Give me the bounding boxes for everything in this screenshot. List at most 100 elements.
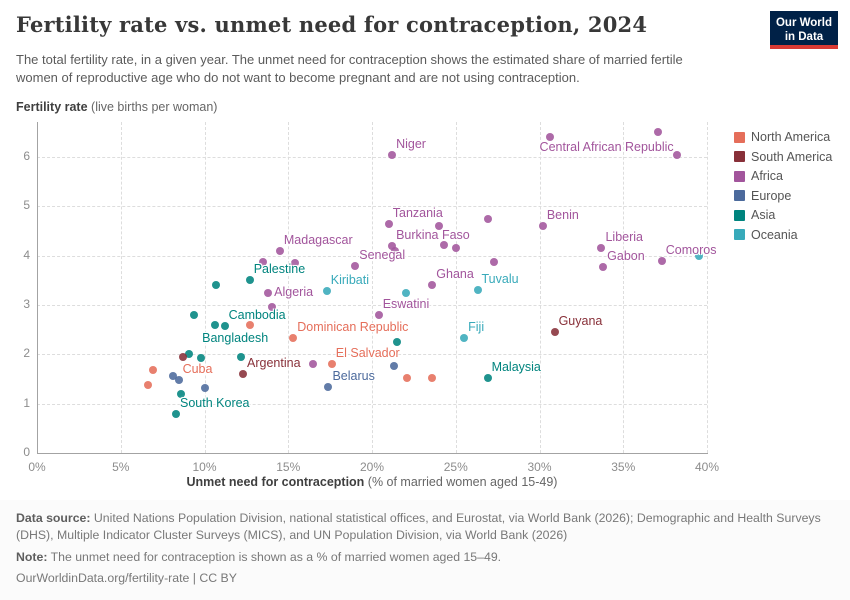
y-tick-label: 5: [23, 198, 30, 213]
owid-logo[interactable]: Our World in Data: [770, 11, 838, 49]
legend-item-africa[interactable]: Africa: [734, 168, 783, 184]
data-point[interactable]: [654, 128, 663, 137]
point-label[interactable]: Tuvalu: [481, 272, 519, 287]
data-point[interactable]: [351, 261, 360, 270]
point-label[interactable]: Argentina: [247, 356, 301, 371]
point-label[interactable]: Belarus: [332, 368, 375, 383]
point-label[interactable]: Niger: [396, 136, 426, 151]
point-label[interactable]: Guyana: [558, 314, 603, 329]
data-point[interactable]: [290, 259, 299, 268]
data-point[interactable]: [460, 334, 469, 343]
data-point[interactable]: [324, 382, 333, 391]
point-label[interactable]: Malaysia: [491, 360, 541, 375]
point-label[interactable]: Benin: [546, 208, 579, 223]
data-point[interactable]: [538, 222, 547, 231]
data-point[interactable]: [143, 380, 152, 389]
data-point[interactable]: [148, 366, 157, 375]
legend-item-europe[interactable]: Europe: [734, 188, 791, 204]
chart-subtitle: The total fertility rate, in a given yea…: [16, 52, 683, 86]
data-point[interactable]: [289, 334, 298, 343]
data-point[interactable]: [237, 352, 246, 361]
legend-item-north-america[interactable]: North America: [734, 129, 830, 145]
data-point[interactable]: [483, 374, 492, 383]
data-point[interactable]: [267, 303, 276, 312]
point-label[interactable]: Madagascar: [283, 232, 353, 247]
data-point[interactable]: [550, 328, 559, 337]
data-point[interactable]: [309, 359, 318, 368]
data-point[interactable]: [451, 244, 460, 253]
data-point[interactable]: [384, 219, 393, 228]
legend-item-asia[interactable]: Asia: [734, 207, 775, 223]
data-point[interactable]: [185, 350, 194, 359]
point-label[interactable]: Palestine: [253, 262, 306, 277]
point-label[interactable]: Cuba: [182, 362, 213, 377]
data-point[interactable]: [401, 288, 410, 297]
point-label[interactable]: Bangladesh: [202, 330, 269, 345]
data-point[interactable]: [178, 352, 187, 361]
point-label[interactable]: Algeria: [274, 284, 314, 299]
data-point[interactable]: [694, 251, 703, 260]
data-point[interactable]: [391, 246, 400, 255]
legend-item-south-america[interactable]: South America: [734, 149, 832, 165]
point-label[interactable]: El Salvador: [335, 345, 400, 360]
data-point[interactable]: [483, 214, 492, 223]
data-point[interactable]: [545, 133, 554, 142]
data-point[interactable]: [197, 353, 206, 362]
data-point[interactable]: [473, 286, 482, 295]
data-point[interactable]: [428, 374, 437, 383]
point-label[interactable]: South Korea: [180, 395, 250, 410]
point-label[interactable]: Gabon: [607, 249, 645, 264]
x-gridline: [288, 122, 290, 453]
point-label[interactable]: Dominican Republic: [297, 320, 409, 335]
data-point[interactable]: [177, 389, 186, 398]
point-label[interactable]: Tanzania: [392, 205, 443, 220]
data-point[interactable]: [210, 320, 219, 329]
data-point[interactable]: [672, 150, 681, 159]
data-point[interactable]: [388, 241, 397, 250]
data-point[interactable]: [389, 362, 398, 371]
point-label[interactable]: Central African Republic: [539, 140, 674, 155]
data-point[interactable]: [168, 372, 177, 381]
legend-label: Europe: [751, 188, 792, 203]
data-point[interactable]: [175, 375, 184, 384]
data-point[interactable]: [403, 374, 412, 383]
note-text: The unmet need for contraception is show…: [47, 549, 502, 564]
point-label[interactable]: Eswatini: [382, 296, 430, 311]
legend-item-oceania[interactable]: Oceania: [734, 227, 798, 243]
x-tick-label: 40%: [694, 460, 720, 474]
data-point[interactable]: [190, 310, 199, 319]
data-point[interactable]: [657, 256, 666, 265]
data-point[interactable]: [245, 320, 254, 329]
data-point[interactable]: [245, 276, 254, 285]
citation-url[interactable]: OurWorldinData.org/fertility-rate | CC B…: [16, 571, 237, 586]
point-label[interactable]: Fiji: [468, 320, 485, 335]
data-point[interactable]: [264, 288, 273, 297]
data-point[interactable]: [259, 258, 268, 267]
point-label[interactable]: Burkina Faso: [396, 227, 470, 242]
data-point[interactable]: [322, 287, 331, 296]
x-gridline: [204, 122, 206, 453]
point-label[interactable]: Liberia: [605, 230, 643, 245]
data-point[interactable]: [239, 370, 248, 379]
data-point[interactable]: [599, 263, 608, 272]
data-point[interactable]: [393, 338, 402, 346]
data-point[interactable]: [275, 246, 284, 255]
data-point[interactable]: [374, 310, 383, 319]
data-point[interactable]: [428, 281, 437, 290]
point-label[interactable]: Cambodia: [228, 307, 286, 322]
data-point[interactable]: [327, 359, 336, 368]
point-label[interactable]: Ghana: [436, 267, 474, 282]
data-point[interactable]: [435, 222, 443, 231]
point-label[interactable]: Kiribati: [330, 273, 369, 288]
point-label[interactable]: Comoros: [665, 242, 717, 257]
data-point[interactable]: [172, 409, 181, 418]
data-point[interactable]: [212, 281, 221, 290]
data-point[interactable]: [220, 321, 229, 330]
data-point[interactable]: [200, 383, 209, 392]
legend-swatch: [734, 229, 745, 240]
data-point[interactable]: [440, 240, 449, 249]
data-point[interactable]: [388, 150, 397, 159]
data-point[interactable]: [597, 244, 606, 253]
point-label[interactable]: Senegal: [359, 247, 406, 262]
data-point[interactable]: [490, 258, 499, 267]
